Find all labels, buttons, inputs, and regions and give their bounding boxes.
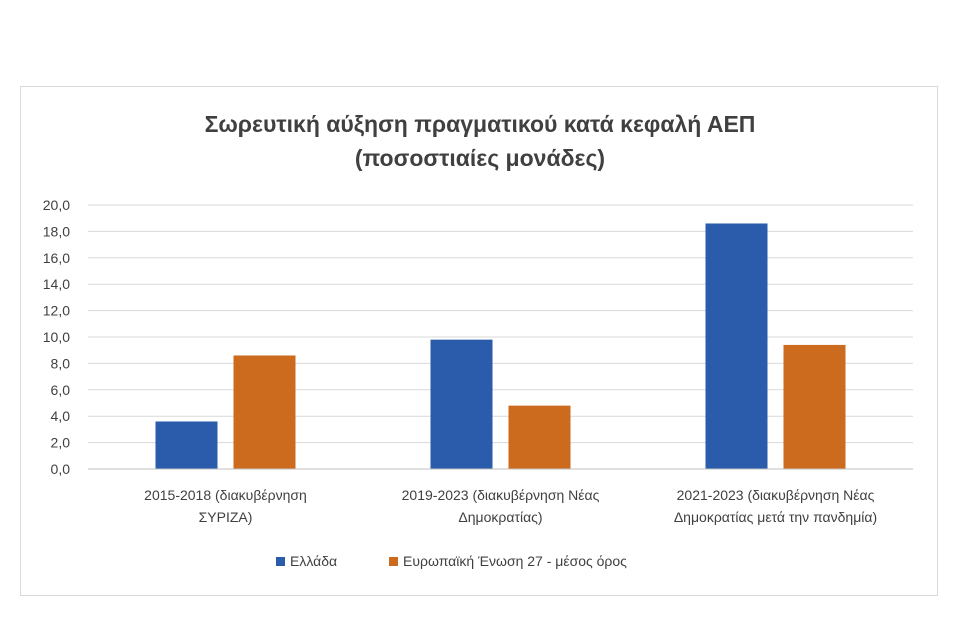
y-tick-label: 4,0 (51, 408, 71, 424)
y-tick-label: 20,0 (43, 197, 70, 213)
y-tick-label: 12,0 (43, 303, 70, 319)
chart: Σωρευτική αύξηση πραγματικού κατά κεφαλή… (43, 111, 913, 569)
category-labels: 2015-2018 (διακυβέρνηση ΣΥΡΙΖΑ) 2019-2023 … (144, 487, 877, 525)
y-tick-label: 18,0 (43, 223, 70, 239)
category-label: ΣΥΡΙΖΑ) (199, 509, 253, 525)
gridlines (88, 204, 913, 444)
legend: Ελλάδα Ευρωπαϊκή Ένωση 27 - μέσος όρος (276, 553, 627, 569)
bar-eu27-2 (508, 405, 571, 469)
y-tick-label: 10,0 (43, 329, 70, 345)
chart-title-line: Σωρευτική αύξηση πραγματικού κατά κεφαλή… (205, 111, 756, 137)
category-label: Δημοκρατίας μετά την πανδημία) (674, 509, 877, 525)
bar-eu27-3 (783, 344, 846, 469)
y-tick-label: 16,0 (43, 250, 70, 266)
chart-frame: Σωρευτική αύξηση πραγματικού κατά κεφαλή… (20, 86, 938, 596)
category-label: 2021-2023 (διακυβέρνηση Νέας (677, 487, 875, 503)
legend-swatch (276, 557, 285, 566)
bar-greece-3 (705, 223, 768, 469)
legend-swatch (389, 557, 398, 566)
legend-label: Ευρωπαϊκή Ένωση 27 - μέσος όρος (403, 553, 627, 569)
y-tick-label: 2,0 (51, 435, 71, 451)
bar-greece-2 (430, 339, 493, 469)
chart-title-line: (ποσοστιαίες μονάδες) (355, 145, 605, 171)
bar-greece-1 (155, 421, 218, 469)
y-tick-label: 14,0 (43, 276, 70, 292)
bar-eu27-1 (233, 355, 296, 469)
legend-label: Ελλάδα (290, 553, 337, 569)
y-tick-label: 0,0 (51, 461, 71, 477)
y-tick-label: 6,0 (51, 382, 71, 398)
category-label: 2019-2023 (διακυβέρνηση Νέας (402, 487, 600, 503)
y-tick-label: 8,0 (51, 355, 71, 371)
category-label: Δημοκρατίας) (458, 509, 542, 525)
y-axis-ticks: 0,0 2,0 4,0 6,0 8,0 10,0 12,0 14,0 16,0 18,0 20,0 (43, 197, 70, 477)
category-label: 2015-2018 (διακυβέρνηση (144, 487, 307, 503)
bars (155, 223, 846, 469)
chart-title: Σωρευτική αύξηση πραγματικού κατά κεφαλή… (205, 111, 756, 171)
